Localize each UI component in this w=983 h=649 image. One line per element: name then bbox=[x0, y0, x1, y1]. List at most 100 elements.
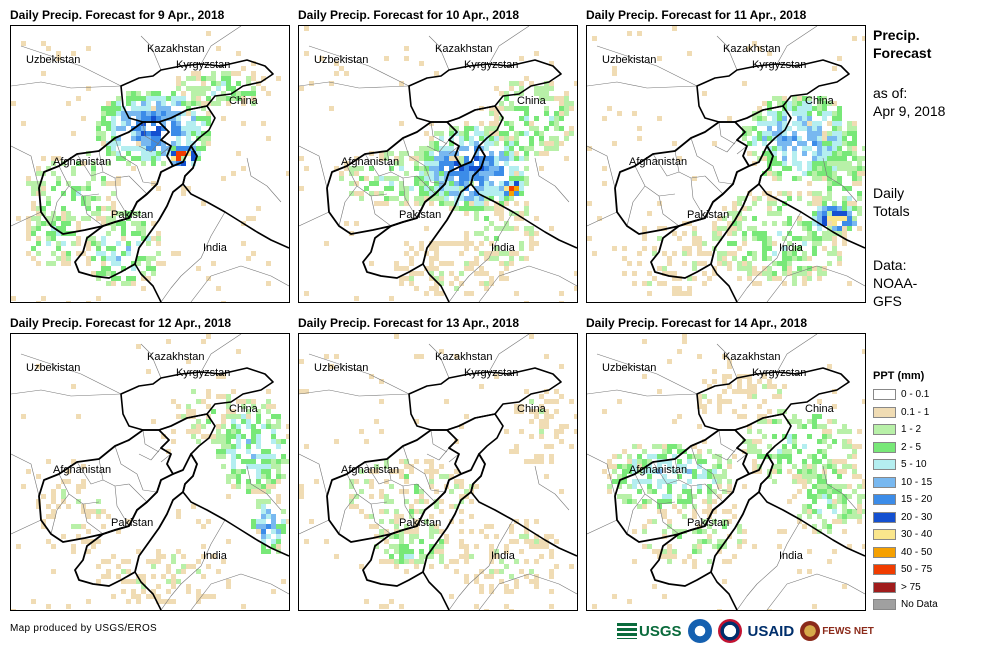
country-border bbox=[488, 26, 530, 65]
province-border bbox=[658, 503, 680, 535]
province-border bbox=[426, 139, 450, 153]
agency-logos: USGS USAID FEWS NET bbox=[617, 617, 874, 645]
precip-grid bbox=[11, 334, 289, 610]
central-asia-border bbox=[408, 59, 562, 123]
pakistan-border bbox=[362, 453, 486, 587]
fews-net-logo: FEWS NET bbox=[800, 621, 874, 641]
map-frame: Kazakhstan Uzbekistan Kyrgyzstan China Afgha… bbox=[10, 25, 290, 303]
province-border bbox=[346, 473, 388, 505]
country-border bbox=[710, 263, 738, 302]
country-border bbox=[160, 211, 226, 302]
panel-title: Daily Precip. Forecast for 10 Apr., 2018 bbox=[298, 8, 519, 22]
province-border bbox=[128, 175, 148, 195]
afghanistan-border bbox=[614, 121, 750, 235]
province-border bbox=[114, 445, 138, 475]
legend-swatch bbox=[873, 581, 896, 593]
legend-label: 0.1 - 1 bbox=[901, 406, 930, 418]
kazakhstan-label: Kazakhstan bbox=[147, 43, 205, 55]
country-border bbox=[716, 343, 738, 379]
country-border bbox=[428, 35, 450, 71]
legend-swatch bbox=[873, 424, 896, 436]
country-border bbox=[596, 45, 698, 87]
pakistan-label: Pakistan bbox=[111, 517, 154, 529]
province-border bbox=[718, 121, 736, 145]
province-border bbox=[690, 445, 714, 475]
china-label: China bbox=[229, 95, 258, 107]
country-border bbox=[587, 389, 698, 397]
precip-map bbox=[587, 26, 865, 302]
province-border bbox=[58, 165, 100, 197]
province-border bbox=[626, 185, 646, 227]
legend-swatch bbox=[873, 511, 896, 523]
india-label: India bbox=[779, 550, 803, 562]
country-border bbox=[190, 573, 289, 610]
province-border bbox=[626, 493, 646, 535]
fews-globe-icon bbox=[800, 621, 821, 641]
province-border bbox=[634, 165, 676, 197]
india-label: India bbox=[203, 242, 227, 254]
afghanistan-label: Afghanistan bbox=[629, 464, 688, 476]
legend-swatch bbox=[873, 389, 896, 401]
map-frame: Kazakhstan Uzbekistan Kyrgyzstan China Afgha… bbox=[586, 25, 866, 303]
china-label: China bbox=[805, 95, 834, 107]
province-border bbox=[338, 185, 358, 227]
province-border bbox=[138, 447, 162, 461]
province-border bbox=[714, 447, 738, 461]
precip-map bbox=[11, 26, 289, 302]
legend-label: 20 - 30 bbox=[901, 511, 933, 523]
legend-item: > 75 bbox=[873, 579, 978, 597]
country-border bbox=[246, 157, 282, 203]
province-border bbox=[634, 473, 676, 505]
pakistan-border bbox=[650, 453, 774, 587]
map-frame: Kazakhstan Uzbekistan Kyrgyzstan China Afgha… bbox=[298, 333, 578, 611]
china-label: China bbox=[805, 403, 834, 415]
country-border bbox=[134, 263, 162, 302]
province-border bbox=[712, 165, 734, 185]
country-border bbox=[710, 571, 738, 610]
legend-swatch bbox=[873, 459, 896, 471]
usgs-mark-icon bbox=[617, 623, 637, 639]
central-asia-border bbox=[120, 59, 274, 123]
province-border bbox=[58, 473, 100, 505]
country-border bbox=[587, 211, 618, 227]
country-border bbox=[766, 573, 865, 610]
province-border bbox=[448, 453, 460, 463]
country-border bbox=[200, 26, 242, 65]
province-border bbox=[424, 473, 446, 493]
legend-label: 10 - 15 bbox=[901, 476, 933, 488]
map-credit: Map produced by USGS/EROS bbox=[10, 623, 158, 634]
province-border bbox=[430, 121, 448, 145]
afghanistan-label: Afghanistan bbox=[341, 156, 400, 168]
panel-title: Daily Precip. Forecast for 12 Apr., 2018 bbox=[10, 316, 231, 330]
legend-item: 1 - 2 bbox=[873, 421, 978, 439]
legend-swatch bbox=[873, 529, 896, 541]
province-border bbox=[364, 461, 392, 485]
kyrgyzstan-label: Kyrgyzstan bbox=[176, 367, 231, 379]
country-border bbox=[299, 211, 330, 227]
province-border bbox=[98, 150, 130, 179]
province-border bbox=[98, 458, 130, 487]
afghanistan-label: Afghanistan bbox=[53, 464, 112, 476]
forecast-panel-6: Daily Precip. Forecast for 14 Apr., 2018… bbox=[586, 316, 866, 611]
usgs-logo: USGS bbox=[617, 623, 682, 640]
precip-map bbox=[587, 334, 865, 610]
panel-title: Daily Precip. Forecast for 14 Apr., 2018 bbox=[586, 316, 807, 330]
province-border bbox=[426, 447, 450, 461]
legend-swatch bbox=[873, 476, 896, 488]
country-border bbox=[299, 519, 330, 535]
kyrgyzstan-label: Kyrgyzstan bbox=[464, 59, 519, 71]
data-source: NOAA-GFS bbox=[873, 275, 918, 309]
panel-title: Daily Precip. Forecast for 11 Apr., 2018 bbox=[586, 8, 807, 22]
province-border bbox=[142, 121, 160, 145]
province-border bbox=[430, 429, 448, 453]
legend-label: 1 - 2 bbox=[901, 424, 922, 436]
central-asia-border bbox=[696, 367, 850, 431]
uzbekistan-label: Uzbekistan bbox=[602, 362, 657, 374]
country-border bbox=[134, 571, 162, 610]
india-label: India bbox=[491, 550, 515, 562]
legend-label: > 75 bbox=[901, 581, 921, 593]
forecast-panel-3: Daily Precip. Forecast for 11 Apr., 2018… bbox=[586, 8, 866, 303]
uzbekistan-label: Uzbekistan bbox=[314, 54, 369, 66]
province-border bbox=[128, 483, 148, 503]
country-border bbox=[716, 35, 738, 71]
